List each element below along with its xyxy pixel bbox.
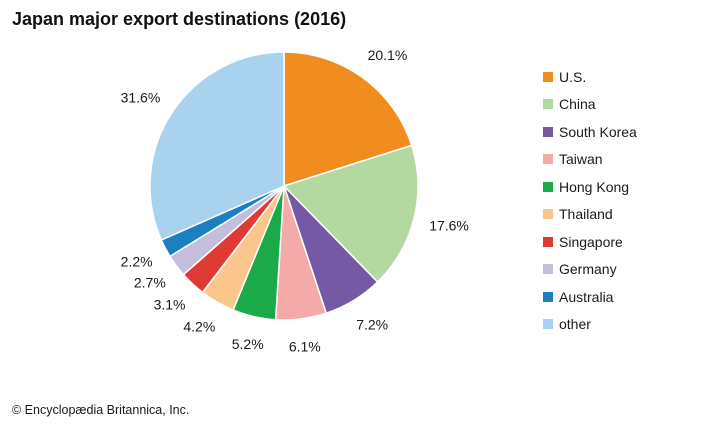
data-label-china: 17.6% (429, 217, 469, 233)
legend-label: Australia (559, 288, 614, 305)
legend-label: South Korea (559, 123, 637, 140)
legend-item-taiwan: Taiwan (543, 146, 637, 174)
legend-item-germany: Germany (543, 256, 637, 284)
data-label-south-korea: 7.2% (356, 316, 388, 332)
legend-swatch (543, 319, 553, 330)
legend-swatch (543, 126, 553, 137)
data-label-australia: 2.2% (121, 253, 153, 269)
legend-swatch (543, 71, 553, 82)
copyright-notice: © Encyclopædia Britannica, Inc. (12, 403, 190, 417)
legend-item-u-s: U.S. (543, 63, 637, 91)
legend-item-other: other (543, 311, 637, 339)
legend-swatch (543, 181, 553, 192)
pie-slice-u-s (283, 51, 413, 188)
legend-label: other (559, 316, 591, 333)
data-label-thailand: 4.2% (183, 319, 215, 335)
legend-swatch (543, 291, 553, 302)
legend-label: Thailand (559, 206, 613, 223)
data-label-u-s: 20.1% (368, 47, 408, 63)
data-label-hong-kong: 5.2% (232, 336, 264, 352)
data-label-taiwan: 6.1% (289, 339, 321, 355)
legend-item-south-korea: South Korea (543, 118, 637, 146)
data-label-other: 31.6% (121, 90, 161, 106)
legend-label: Hong Kong (559, 178, 630, 195)
legend-swatch (543, 154, 553, 165)
chart-title: Japan major export destinations (2016) (12, 9, 347, 29)
legend-item-singapore: Singapore (543, 228, 637, 256)
legend-swatch (543, 99, 553, 110)
data-label-germany: 2.7% (134, 275, 166, 291)
legend-label: Singapore (559, 233, 623, 250)
chart-legend: U.S. China South Korea Taiwan Hong Kong Thail… (543, 63, 637, 338)
legend-label: Germany (559, 261, 617, 278)
legend-swatch (543, 264, 553, 275)
legend-swatch (543, 236, 553, 247)
legend-label: China (559, 96, 596, 113)
pie-slice-other (149, 51, 285, 241)
data-label-singapore: 3.1% (154, 296, 186, 312)
legend-item-thailand: Thailand (543, 201, 637, 229)
legend-item-hong-kong: Hong Kong (543, 173, 637, 201)
legend-label: U.S. (559, 68, 587, 85)
legend-swatch (543, 209, 553, 220)
legend-item-china: China (543, 91, 637, 119)
pie-slice-china (282, 144, 419, 284)
legend-item-australia: Australia (543, 283, 637, 311)
legend-label: Taiwan (559, 151, 603, 168)
